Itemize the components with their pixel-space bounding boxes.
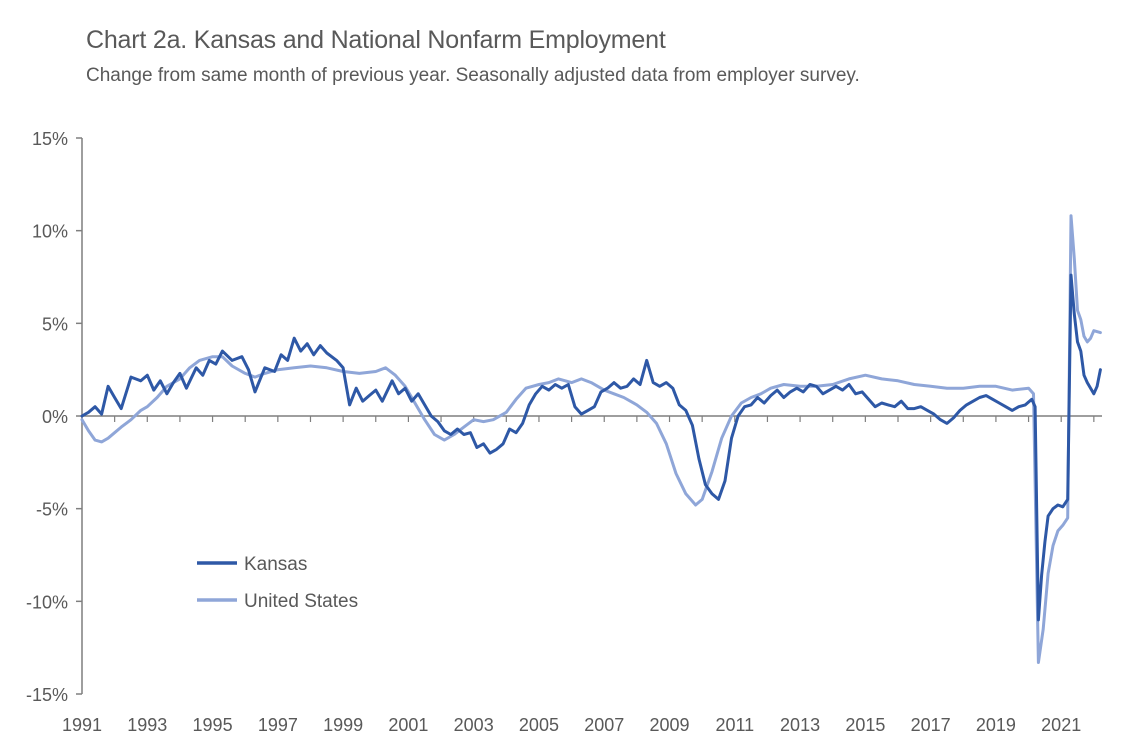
x-tick-label: 1997 bbox=[258, 715, 298, 735]
x-tick-label: 2013 bbox=[780, 715, 820, 735]
legend-label: Kansas bbox=[244, 554, 307, 575]
x-tick-label: 2005 bbox=[519, 715, 559, 735]
legend-label: United States bbox=[244, 591, 358, 612]
x-tick-label: 2001 bbox=[388, 715, 428, 735]
y-axis-ticks: 15% 10% 5% 0% -5% -10% -15% bbox=[26, 129, 82, 705]
series-lines bbox=[80, 214, 1102, 664]
y-tick-label: 0% bbox=[42, 407, 68, 427]
x-tick-label: 1995 bbox=[193, 715, 233, 735]
x-tick-label: 2021 bbox=[1041, 715, 1081, 735]
x-tick-label: 2017 bbox=[911, 715, 951, 735]
series-line-kansas bbox=[80, 273, 1102, 622]
x-axis-ticks: 1991 1993 1995 1997 1999 2001 2003 2005 2007 2009… bbox=[62, 416, 1095, 735]
x-tick-label: 2011 bbox=[715, 715, 754, 735]
y-tick-label: -5% bbox=[36, 500, 68, 520]
x-tick-label: 2019 bbox=[976, 715, 1016, 735]
x-tick-label: 1999 bbox=[323, 715, 363, 735]
y-tick-label: -15% bbox=[26, 685, 68, 705]
x-tick-label: 1991 bbox=[62, 715, 102, 735]
chart-title: Chart 2a. Kansas and National Nonfarm Em… bbox=[86, 26, 666, 54]
series-line-united-states bbox=[80, 214, 1102, 664]
x-tick-label: 2003 bbox=[454, 715, 494, 735]
chart-subtitle: Change from same month of previous year.… bbox=[86, 65, 860, 86]
y-tick-label: -10% bbox=[26, 592, 68, 612]
x-tick-label: 1993 bbox=[127, 715, 167, 735]
y-tick-label: 5% bbox=[42, 314, 68, 334]
x-tick-label: 2009 bbox=[649, 715, 689, 735]
legend: Kansas United States bbox=[197, 554, 358, 612]
y-tick-label: 10% bbox=[32, 222, 68, 242]
x-tick-label: 2007 bbox=[584, 715, 624, 735]
y-tick-label: 15% bbox=[32, 129, 68, 149]
x-tick-label: 2015 bbox=[845, 715, 885, 735]
